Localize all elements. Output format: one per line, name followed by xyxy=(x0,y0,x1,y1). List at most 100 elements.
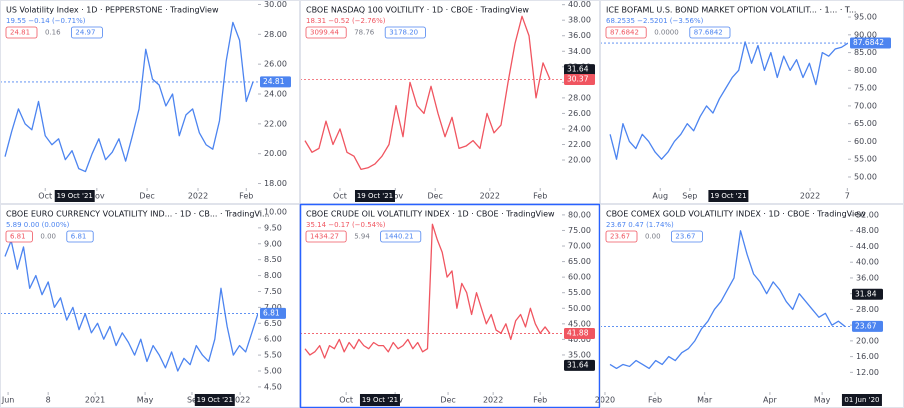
ohlc-value: 78.76 xyxy=(354,29,375,37)
crosshair-label-bg xyxy=(708,190,749,202)
crosshair-label-bg xyxy=(54,190,95,202)
price-tag-label: 6.81 xyxy=(263,308,280,317)
crosshair-label: 19 Oct '21 xyxy=(710,192,746,200)
x-tick-label: Feb xyxy=(648,396,662,405)
y-tick-label: 70.00 xyxy=(854,101,877,110)
y-tick-label: 20.00 xyxy=(568,156,591,165)
y-tick-label: 28.00 xyxy=(568,93,591,102)
price-line xyxy=(609,41,848,160)
crosshair-label: 19 Oct '21 xyxy=(197,396,233,404)
x-tick-label: Oct xyxy=(333,192,347,201)
ohlc-box xyxy=(66,230,94,243)
x-tick-label: Aug xyxy=(652,192,668,201)
y-tick-label: 36.00 xyxy=(856,273,879,282)
chart-title: CBOE NASDAQ 100 VOLTILITY · 1D · CBOE · … xyxy=(306,6,529,15)
y-tick-label: 20.00 xyxy=(856,336,879,345)
ohlc-value: 87.6842 xyxy=(694,29,723,37)
ohlc-box xyxy=(305,230,347,243)
x-tick-label: 2020 xyxy=(595,396,615,405)
price-line xyxy=(609,230,846,370)
ohlc-box xyxy=(5,230,33,243)
y-tick-label: 5.00 xyxy=(264,367,282,376)
chart-panel: 52.0048.0044.0040.0036.0032.0028.0024.00… xyxy=(595,204,904,408)
price-line xyxy=(304,15,551,171)
y-tick-label: 60.00 xyxy=(854,137,877,146)
price-tag xyxy=(564,64,595,76)
ohlc-value: 23.67 xyxy=(675,233,695,241)
chart-title: US Volatility Index · 1D · PEPPERSTONE ·… xyxy=(6,6,219,15)
chart-subtitle: 19.55 −0.14 (−0.71%) xyxy=(6,17,86,25)
ohlc-box xyxy=(689,26,731,39)
y-tick-label: 85.00 xyxy=(854,48,877,57)
price-tag-label: 31.64 xyxy=(567,65,589,74)
y-tick-label: 12.00 xyxy=(856,368,879,377)
y-tick-label: 75.00 xyxy=(854,84,877,93)
y-tick-label: 70.00 xyxy=(568,242,591,251)
price-tag-label: 24.81 xyxy=(263,77,285,86)
y-tick-label: 40.00 xyxy=(856,258,879,267)
y-tick-label: 75.00 xyxy=(568,226,591,235)
ohlc-value: 3178.20 xyxy=(389,29,418,37)
y-tick-label: 40.00 xyxy=(568,0,591,9)
x-tick-label: Sep xyxy=(682,192,697,201)
plot-area xyxy=(300,15,562,171)
x-tick-label: Dec xyxy=(139,192,154,201)
x-tick-label: Apr xyxy=(763,396,778,405)
ohlc-value: 1440.21 xyxy=(385,233,414,241)
price-tag xyxy=(260,76,291,88)
chart-title: CBOE COMEX GOLD VOLATILITY INDEX · 1D · … xyxy=(606,210,866,219)
price-tag xyxy=(852,288,883,300)
x-tick-label: May xyxy=(814,396,831,405)
y-tick-label: 55.00 xyxy=(854,155,877,164)
y-tick-label: 45.00 xyxy=(568,319,591,328)
price-tag xyxy=(564,73,595,85)
ohlc-box xyxy=(605,26,647,39)
panel-border xyxy=(300,0,600,204)
price-line xyxy=(304,223,551,359)
y-tick-label: 24.00 xyxy=(264,90,287,99)
y-tick-label: 26.00 xyxy=(264,60,287,69)
price-tag-label: 31.64 xyxy=(567,360,589,369)
price-line xyxy=(4,239,258,372)
y-tick-label: 48.00 xyxy=(856,226,879,235)
y-tick-label: 60.00 xyxy=(568,273,591,282)
chart-panel: 30.00 28.00 26.00 24.00 22.00 20.00 18.00 Oct No… xyxy=(0,0,300,204)
x-tick-label: 2021 xyxy=(85,396,105,405)
chart-subtitle: 35.14 −0.17 (−0.54%) xyxy=(306,221,386,229)
price-tag-label: 31.84 xyxy=(855,289,877,298)
y-tick-label: 16.00 xyxy=(856,352,879,361)
ohlc-value: 6.81 xyxy=(71,233,87,241)
chart-subtitle: 23.67 0.47 (1.74%) xyxy=(606,221,674,229)
chart-subtitle: 68.2535 −2.5201 (−3.56%) xyxy=(606,17,704,25)
crosshair-label: 19 Oct '21 xyxy=(57,192,93,200)
y-tick-label: 18.00 xyxy=(264,179,287,188)
x-tick-label: Nov xyxy=(387,192,403,201)
price-tag xyxy=(850,37,891,49)
crosshair-label: 19 Oct '21 xyxy=(362,396,398,404)
ohlc-box xyxy=(71,26,103,39)
chart-panel: 40.0038.0036.0034.0032.0030.0028.0026.00… xyxy=(300,0,600,204)
x-tick-label: Oct xyxy=(38,192,52,201)
x-tick-label: Oct xyxy=(339,396,353,405)
x-tick-label: 2022 xyxy=(230,396,250,405)
price-tag xyxy=(564,328,595,340)
x-tick-label: 2022 xyxy=(188,192,208,201)
crosshair-label-bg xyxy=(359,394,400,406)
y-tick-label: 9.50 xyxy=(264,223,282,232)
chart-subtitle: 18.31 −0.52 (−2.76%) xyxy=(306,17,386,25)
ohlc-box xyxy=(5,26,38,39)
y-tick-label: 8.00 xyxy=(264,271,282,280)
ohlc-value: 5.94 xyxy=(354,233,370,241)
ohlc-value: 3099.44 xyxy=(310,29,339,37)
y-tick-label: 55.00 xyxy=(568,288,591,297)
x-tick-label: Mar xyxy=(697,396,713,405)
price-line xyxy=(4,21,254,173)
chart-title: CBOE EURO CURRENCY VOLATILITY IND... · 1… xyxy=(6,210,270,219)
y-tick-label: 7.50 xyxy=(264,287,282,296)
plot-area xyxy=(300,223,562,359)
price-tag xyxy=(260,307,286,319)
x-tick-label: Feb xyxy=(533,396,547,405)
crosshair-label-bg xyxy=(841,394,882,406)
crosshair-label: 19 Oct '21 xyxy=(357,192,393,200)
